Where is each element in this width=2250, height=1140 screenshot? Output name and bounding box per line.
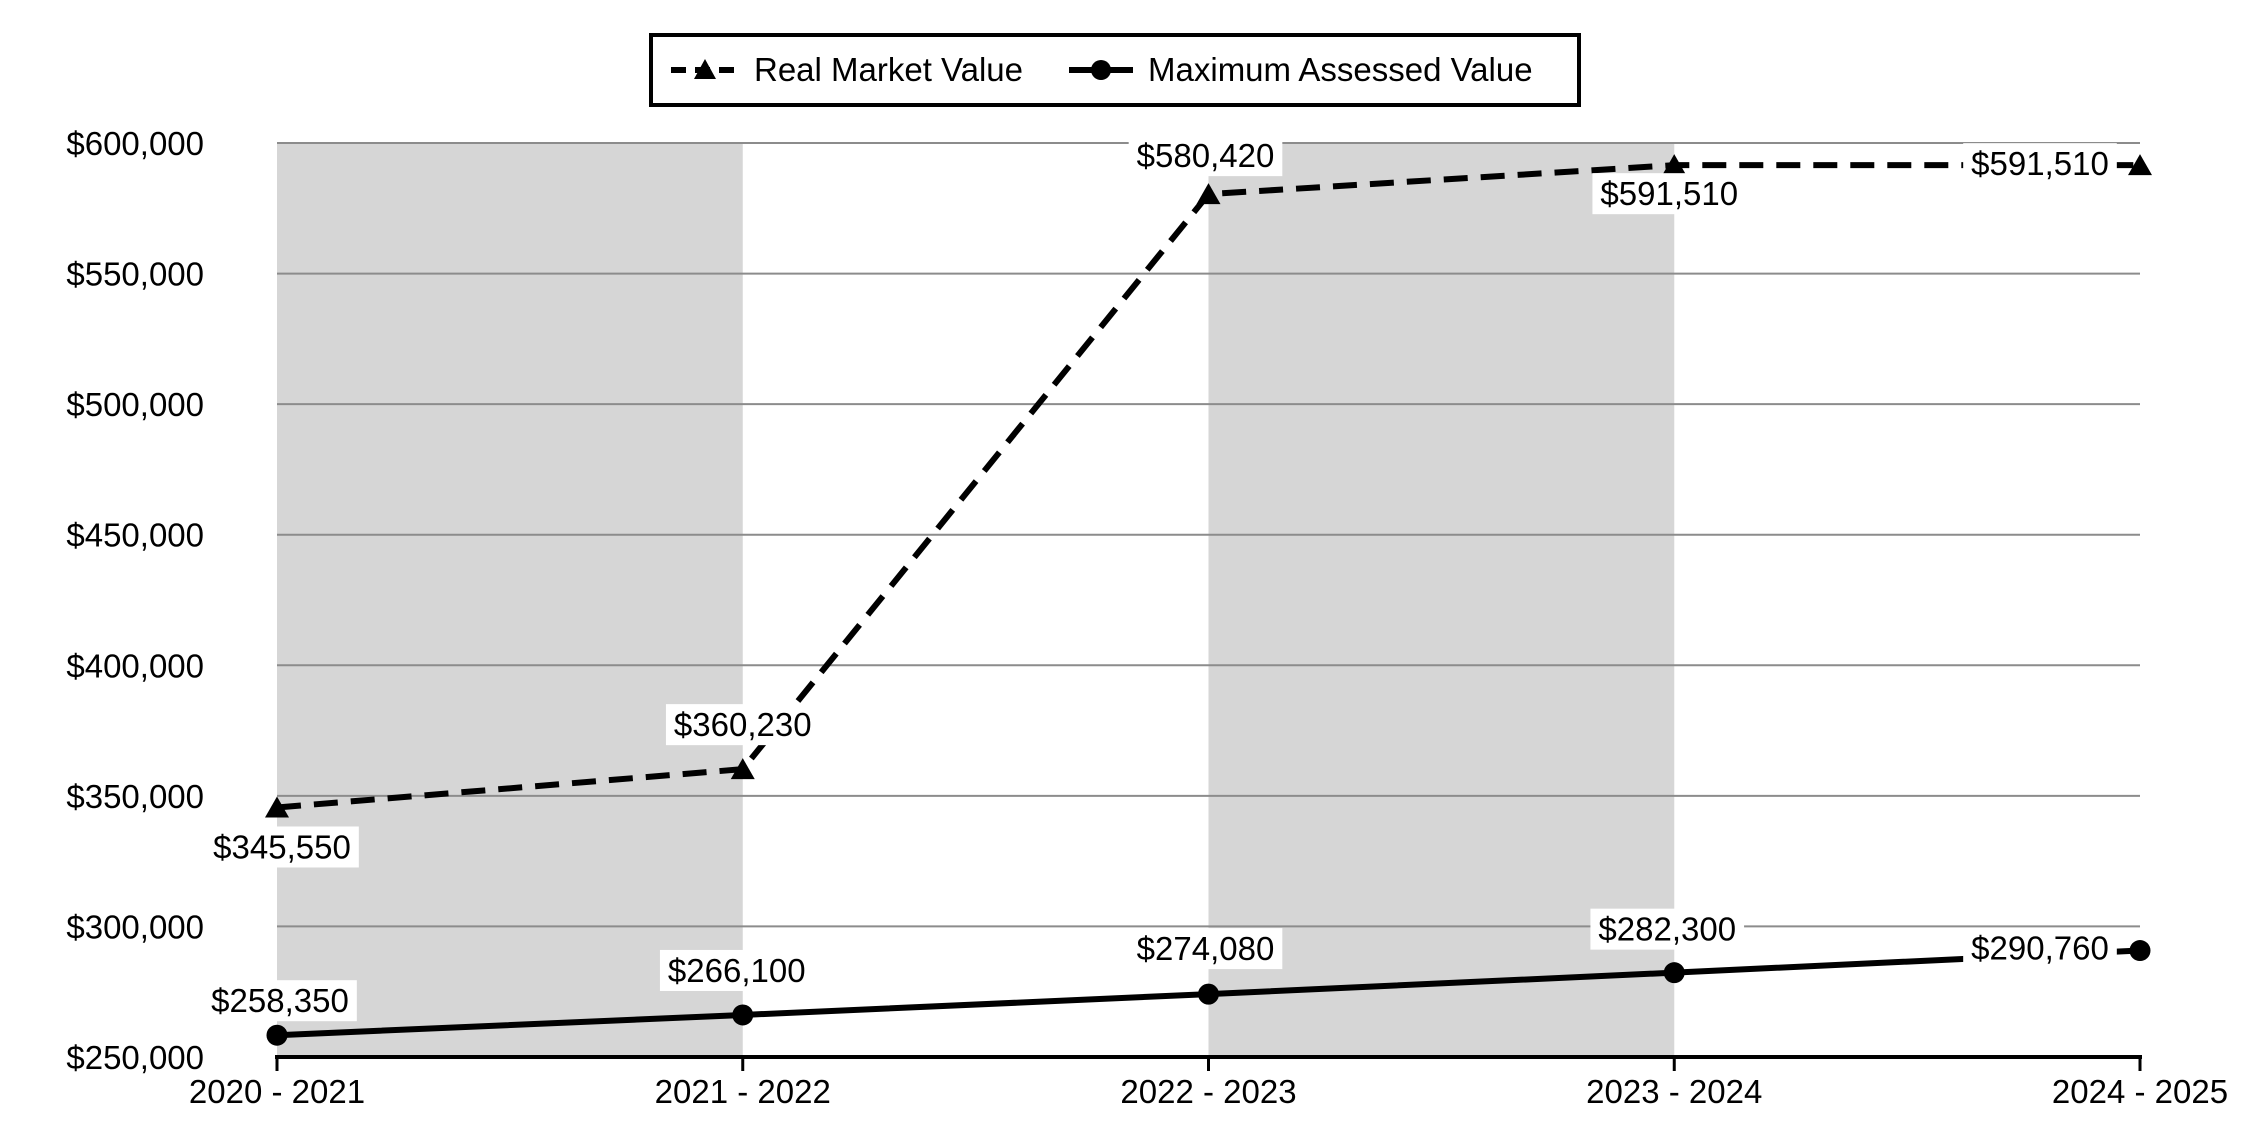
legend-label-real-market-value: Real Market Value [754, 51, 1024, 88]
real-market-value-data-label: $580,420 [1137, 137, 1275, 174]
data-label-background [659, 949, 814, 991]
y-axis-label: $300,000 [66, 908, 204, 945]
legend-item-real-market-value: Real Market Value [671, 51, 1023, 89]
maximum-assessed-value-data-label: $274,080 [1137, 930, 1275, 967]
maximum-assessed-value-marker [266, 1024, 288, 1046]
real-market-value-data-label: $360,230 [674, 706, 812, 743]
data-label-background [1128, 135, 1283, 177]
shaded-band [1208, 143, 1675, 1057]
real-market-value-marker [1662, 154, 1687, 176]
solid-line-circle-marker-icon [1069, 60, 1134, 80]
real-market-value-data-label-group: $345,550 [205, 826, 359, 868]
maximum-assessed-value-data-label-group: $274,080 [1128, 928, 1283, 970]
data-label-background [1590, 908, 1745, 950]
y-axis-label: $550,000 [66, 256, 204, 293]
data-label-background [1592, 173, 1747, 215]
maximum-assessed-value-data-label: $258,350 [211, 982, 349, 1019]
maximum-assessed-value-data-label-group: $258,350 [203, 980, 357, 1022]
x-axis-label: 2023 - 2024 [1586, 1073, 1762, 1110]
real-market-value-marker [1196, 183, 1221, 205]
y-axis-label: $400,000 [66, 647, 204, 684]
y-axis-label: $600,000 [66, 125, 204, 162]
maximum-assessed-value-data-label-group: $266,100 [659, 949, 814, 991]
dashed-line-triangle-marker-icon [671, 59, 739, 79]
y-axis-label: $250,000 [66, 1039, 204, 1076]
maximum-assessed-value-marker [2129, 940, 2151, 962]
data-label-background [203, 980, 357, 1022]
real-market-value-marker [265, 796, 289, 818]
maximum-assessed-value-data-label-group: $290,760 [1963, 927, 2117, 969]
x-axis-label: 2022 - 2023 [1120, 1073, 1296, 1110]
real-market-value-data-label: $591,510 [1600, 175, 1738, 212]
maximum-assessed-value-data-label: $282,300 [1598, 911, 1736, 948]
maximum-assessed-value-data-label-group: $282,300 [1590, 908, 1745, 950]
legend: Real Market Value Maximum Assessed Value [649, 33, 1581, 107]
shaded-band [277, 143, 743, 1057]
y-axis-label: $450,000 [66, 517, 204, 554]
data-label-background [1128, 928, 1283, 970]
legend-label-maximum-assessed-value: Maximum Assessed Value [1148, 51, 1533, 88]
legend-item-maximum-assessed-value: Maximum Assessed Value [1069, 51, 1533, 89]
maximum-assessed-value-marker [732, 1004, 754, 1026]
data-label-background [1963, 143, 2117, 185]
real-market-value-marker [730, 758, 755, 780]
real-market-value-data-label: $345,550 [213, 828, 351, 865]
real-market-value-data-label: $591,510 [1971, 145, 2109, 182]
real-market-value-marker [2128, 154, 2152, 176]
maximum-assessed-value-data-label: $266,100 [668, 952, 806, 989]
data-label-background [1963, 927, 2117, 969]
maximum-assessed-value-data-label: $290,760 [1971, 930, 2109, 967]
y-axis-label: $350,000 [66, 778, 204, 815]
real-market-value-data-label-group: $580,420 [1128, 135, 1283, 177]
data-label-background [665, 704, 820, 746]
x-axis-label: 2020 - 2021 [189, 1073, 365, 1110]
real-market-value-data-label-group: $591,510 [1963, 143, 2117, 185]
data-label-background [205, 826, 359, 868]
x-axis-label: 2021 - 2022 [655, 1073, 831, 1110]
x-axis-label: 2024 - 2025 [2052, 1073, 2228, 1110]
maximum-assessed-value-marker [1198, 983, 1219, 1005]
real-market-value-data-label-group: $360,230 [665, 704, 820, 746]
y-axis-label: $500,000 [66, 386, 204, 423]
real-market-value-data-label-group: $591,510 [1592, 173, 1747, 215]
maximum-assessed-value-marker [1663, 962, 1685, 984]
